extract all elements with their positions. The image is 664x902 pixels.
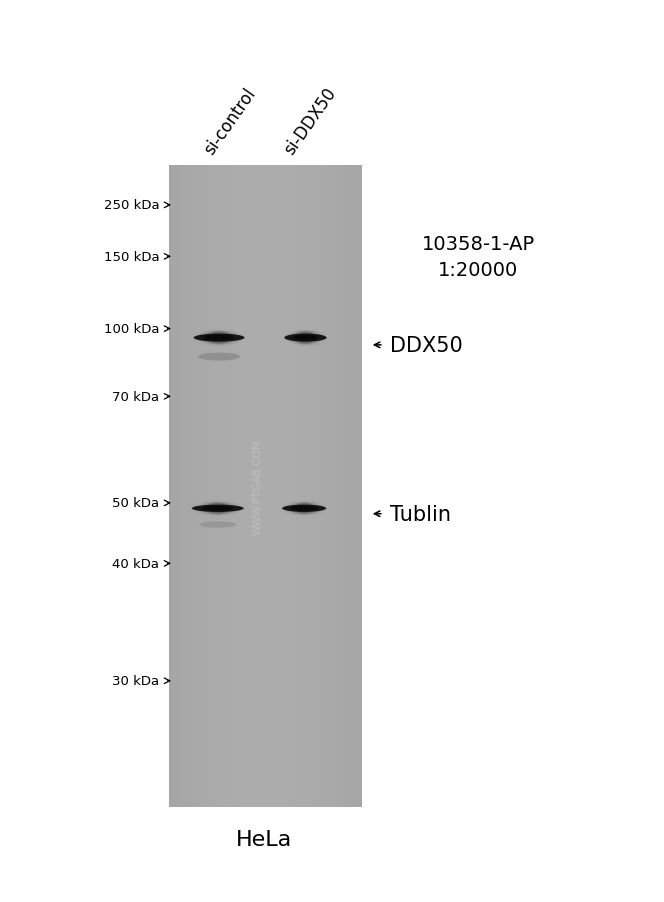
Ellipse shape [197,330,242,346]
Ellipse shape [195,330,244,346]
Ellipse shape [200,331,238,345]
Ellipse shape [192,505,244,512]
Ellipse shape [203,332,235,345]
Ellipse shape [284,502,324,516]
Ellipse shape [282,505,326,512]
Ellipse shape [290,331,321,345]
Ellipse shape [293,332,317,345]
Text: 10358-1-AP
1:20000: 10358-1-AP 1:20000 [422,235,535,280]
Text: 40 kDa: 40 kDa [112,557,159,570]
Ellipse shape [208,333,230,344]
Ellipse shape [205,503,230,514]
Ellipse shape [292,332,319,345]
Text: WWW.PTGAB.COM: WWW.PTGAB.COM [252,439,263,535]
Ellipse shape [193,502,243,516]
Ellipse shape [207,332,232,345]
Ellipse shape [199,521,236,529]
Ellipse shape [289,502,319,515]
Ellipse shape [201,331,237,345]
Text: 250 kDa: 250 kDa [104,199,159,212]
Ellipse shape [293,336,318,341]
Ellipse shape [288,502,321,515]
Text: si-DDX50: si-DDX50 [281,84,340,158]
Text: 150 kDa: 150 kDa [104,251,159,263]
Ellipse shape [207,503,228,514]
Text: 70 kDa: 70 kDa [112,391,159,403]
Text: si-control: si-control [201,85,260,158]
Text: 100 kDa: 100 kDa [104,323,159,336]
Ellipse shape [290,502,318,515]
Ellipse shape [201,502,234,515]
Text: DDX50: DDX50 [390,336,463,355]
Ellipse shape [285,330,326,346]
Ellipse shape [297,333,314,344]
Text: 30 kDa: 30 kDa [112,675,159,687]
Ellipse shape [203,506,233,511]
Ellipse shape [291,503,317,514]
Ellipse shape [284,335,327,343]
Ellipse shape [291,506,317,511]
Text: HeLa: HeLa [236,829,292,849]
Ellipse shape [205,336,234,341]
Ellipse shape [286,502,323,515]
Text: 50 kDa: 50 kDa [112,497,159,510]
Ellipse shape [205,332,233,345]
Ellipse shape [200,502,236,515]
Ellipse shape [194,335,244,343]
Ellipse shape [195,502,241,516]
Ellipse shape [283,502,325,516]
Ellipse shape [288,331,323,345]
Ellipse shape [286,330,325,346]
Ellipse shape [291,331,320,345]
Ellipse shape [196,502,240,515]
Ellipse shape [295,503,313,514]
Ellipse shape [293,503,315,514]
Text: Tublin: Tublin [390,504,451,524]
Ellipse shape [295,332,316,345]
Ellipse shape [198,354,240,361]
Ellipse shape [198,502,238,515]
Ellipse shape [203,503,232,514]
Ellipse shape [198,331,240,345]
